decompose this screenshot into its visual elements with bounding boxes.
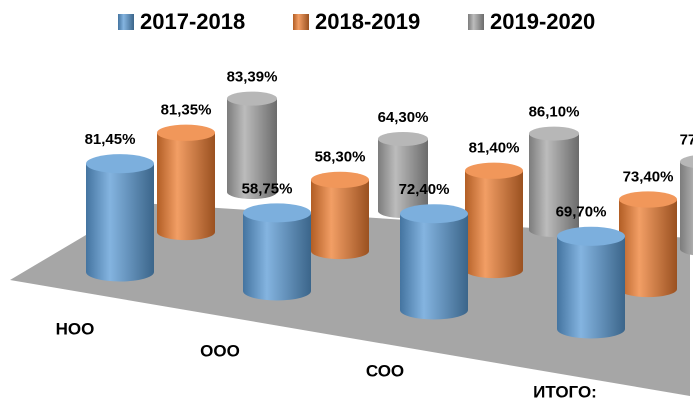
legend: 2017-2018 2018-2019 2019-2020 xyxy=(118,9,595,34)
value-label: 58,30% xyxy=(315,149,366,166)
cylinder xyxy=(378,138,428,218)
value-label: 83,39% xyxy=(227,69,278,86)
category-label: ИТОГО: xyxy=(533,382,597,401)
value-label: 64,30% xyxy=(378,109,429,126)
value-label: 73,40% xyxy=(623,168,674,185)
cylinder-top xyxy=(680,155,693,168)
category-label: НОО xyxy=(56,319,95,338)
value-label: 86,10% xyxy=(529,104,580,121)
legend-label: 2018-2019 xyxy=(315,9,420,34)
cylinder xyxy=(311,179,369,260)
cylinder xyxy=(243,212,311,301)
cylinder xyxy=(227,98,277,199)
cylinder-top xyxy=(619,191,677,208)
cylinder xyxy=(529,133,579,237)
value-label: 77,95% xyxy=(680,132,693,149)
value-label: 81,35% xyxy=(161,102,212,119)
cylinder-top xyxy=(557,226,625,246)
cylinder xyxy=(465,170,523,279)
cylinder xyxy=(557,236,625,339)
cylinder-top xyxy=(311,171,369,188)
legend-label: 2017-2018 xyxy=(140,9,245,34)
cylinder xyxy=(400,213,468,320)
value-label: 72,40% xyxy=(399,181,450,198)
category-label: ООО xyxy=(200,341,240,360)
legend-swatch xyxy=(293,14,309,30)
cylinder-top xyxy=(157,124,215,141)
value-label: 81,45% xyxy=(85,131,136,148)
cylinder-top xyxy=(86,154,154,174)
cylinder-top xyxy=(378,131,428,146)
value-label: 81,40% xyxy=(469,140,520,157)
cylinder xyxy=(680,161,693,256)
legend-swatch xyxy=(118,14,134,30)
value-label: 58,75% xyxy=(242,180,293,197)
cylinder-top xyxy=(529,126,579,141)
cylinder xyxy=(86,163,154,282)
cylinder-top xyxy=(465,162,523,179)
cylinder-top xyxy=(400,204,468,224)
cylinder xyxy=(157,132,215,241)
cylinder-top xyxy=(227,91,277,106)
value-label: 69,70% xyxy=(556,204,607,221)
cylinder xyxy=(619,199,677,298)
cylinder-top xyxy=(243,203,311,223)
legend-label: 2019-2020 xyxy=(490,9,595,34)
legend-swatch xyxy=(468,14,484,30)
category-label: СОО xyxy=(366,361,404,380)
